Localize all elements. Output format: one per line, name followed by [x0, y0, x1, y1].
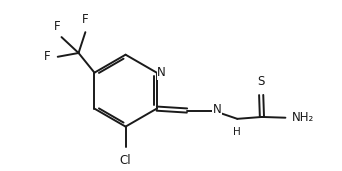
Text: S: S [258, 75, 265, 88]
Text: N: N [213, 103, 222, 116]
Text: NH₂: NH₂ [292, 111, 314, 124]
Text: F: F [82, 14, 89, 27]
Text: F: F [44, 50, 51, 63]
Text: F: F [54, 20, 60, 33]
Text: Cl: Cl [120, 154, 131, 167]
Text: N: N [157, 66, 166, 79]
Text: H: H [234, 127, 241, 137]
